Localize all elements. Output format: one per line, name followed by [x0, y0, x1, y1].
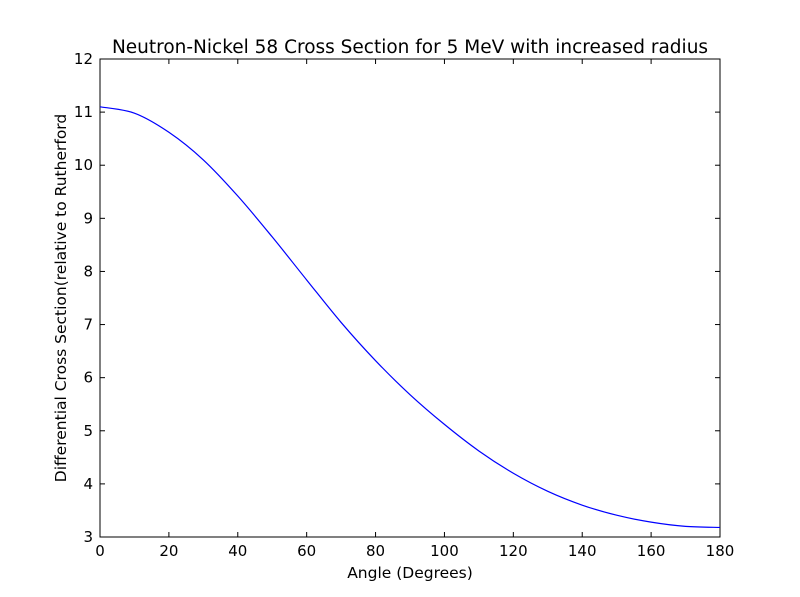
- chart-title: Neutron-Nickel 58 Cross Section for 5 Me…: [112, 37, 708, 58]
- y-tick-label: 4: [83, 475, 93, 493]
- x-tick-label: 140: [568, 542, 597, 560]
- y-axis-ticks: 3 4 5 6 7 8 9 10 11 12: [74, 50, 720, 546]
- plot-frame: [99, 58, 721, 538]
- x-tick-label: 0: [95, 542, 105, 560]
- y-tick-label: 7: [83, 316, 93, 334]
- x-tick-label: 160: [637, 542, 666, 560]
- x-tick-label: 40: [228, 542, 247, 560]
- x-axis-ticks: 0 20 40 60 80 100 120 140 160 180: [95, 59, 734, 560]
- y-tick-label: 5: [83, 422, 93, 440]
- x-tick-label: 60: [297, 542, 316, 560]
- y-tick-label: 11: [74, 103, 93, 121]
- x-tick-label: 20: [159, 542, 178, 560]
- y-tick-label: 10: [74, 156, 93, 174]
- x-tick-label: 80: [366, 542, 385, 560]
- y-tick-label: 3: [83, 528, 93, 546]
- y-tick-label: 9: [83, 209, 93, 227]
- x-tick-label: 120: [499, 542, 528, 560]
- series-line: [99, 106, 721, 529]
- x-tick-label: 180: [706, 542, 735, 560]
- x-axis-label: Angle (Degrees): [347, 564, 473, 582]
- y-tick-label: 8: [83, 262, 93, 280]
- y-tick-label: 12: [74, 50, 93, 68]
- y-axis-label: Differential Cross Section(relative to R…: [52, 114, 70, 482]
- y-tick-label: 6: [83, 369, 93, 387]
- x-tick-label: 100: [430, 542, 459, 560]
